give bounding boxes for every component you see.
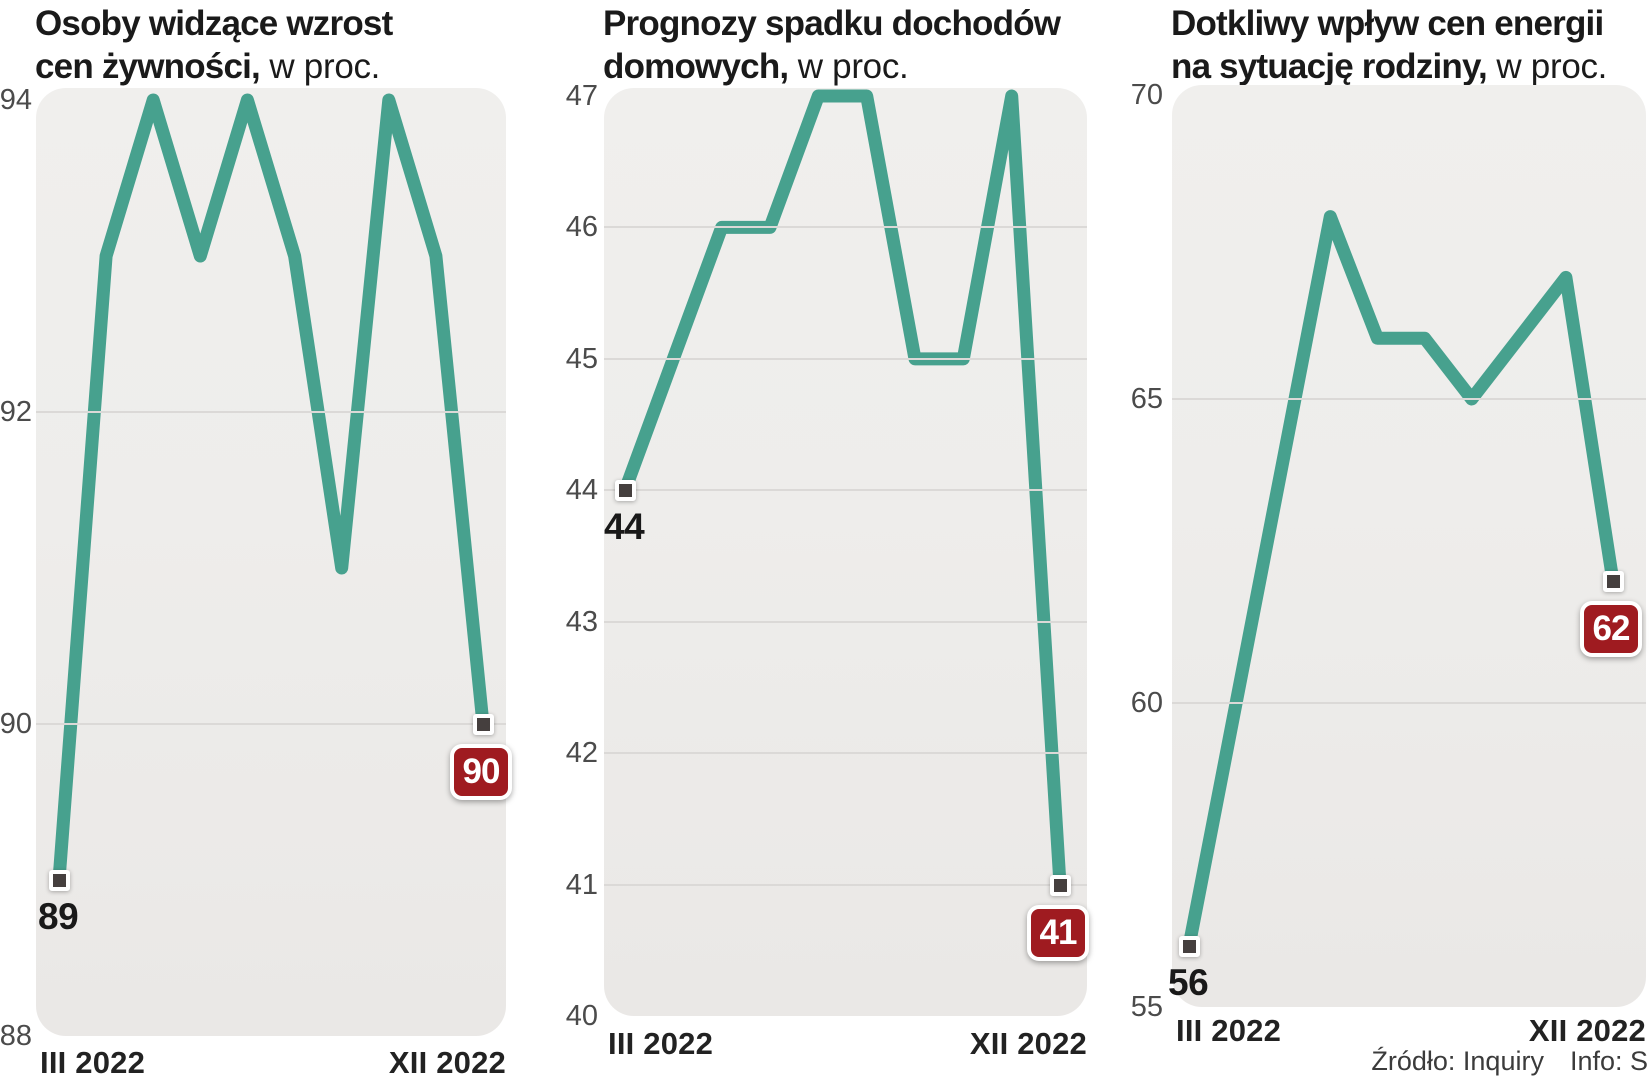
y-axis-tick-label: 45	[565, 342, 598, 375]
source-text: Źródło: Inquiry	[1371, 1046, 1544, 1076]
chart-title-unit: w proc.	[788, 47, 909, 86]
y-axis-tick-label: 94	[0, 84, 32, 116]
chart-title: Osoby widzące wzrost cen żywności, w pro…	[35, 2, 393, 88]
gridline	[36, 723, 506, 725]
x-axis-label-end: XII 2022	[1528, 1013, 1646, 1048]
data-point-marker-start	[615, 480, 636, 502]
gridline	[604, 357, 1087, 360]
x-axis-label-start: III 2022	[40, 1045, 146, 1080]
gridline	[604, 883, 1087, 886]
plot-area	[1172, 85, 1646, 1007]
y-axis-tick-label: 42	[565, 737, 598, 770]
line-series	[618, 89, 1067, 892]
y-axis-tick-label: 65	[1130, 383, 1163, 415]
chart-title: Dotkliwy wpływ cen energii na sytuację r…	[1171, 2, 1607, 88]
end-value-badge: 62	[1580, 601, 1642, 658]
gridline	[604, 489, 1087, 492]
gridline	[36, 411, 506, 413]
chart-title-unit: w proc.	[1486, 47, 1608, 86]
x-axis-label-start: III 2022	[608, 1026, 714, 1061]
start-value-label: 44	[604, 506, 645, 548]
chart-title-line2: cen żywności,	[35, 47, 261, 86]
y-axis-tick-label: 60	[1130, 687, 1163, 719]
y-axis-tick-label: 90	[0, 708, 32, 740]
end-value-badge: 90	[450, 744, 512, 800]
y-axis-tick-label: 88	[0, 1020, 32, 1052]
data-point-marker-end	[1050, 874, 1071, 896]
gridline	[604, 226, 1087, 229]
y-axis-tick-label: 44	[565, 474, 598, 507]
y-axis-tick-label: 92	[0, 396, 32, 428]
chart-title-line2: na sytuację rodziny,	[1171, 47, 1488, 86]
line-series-path	[1182, 210, 1620, 953]
plot-area	[36, 88, 506, 1036]
info-text: Info: S	[1569, 1046, 1648, 1076]
y-axis-tick-label: 41	[565, 868, 598, 901]
x-axis-label-end: XII 2022	[969, 1026, 1087, 1061]
y-axis-tick-label: 46	[565, 211, 598, 244]
y-axis-tick-label: 70	[1130, 79, 1163, 111]
chart-title-line2: domowych,	[603, 47, 789, 86]
y-axis-tick-label: 47	[565, 80, 598, 112]
gridline	[604, 620, 1087, 623]
y-axis-tick-label: 40	[565, 1000, 598, 1032]
source-credit: Źródło: Inquiry Info: S	[1371, 1046, 1648, 1077]
start-value-label: 56	[1168, 962, 1209, 1004]
line-series-path	[52, 93, 490, 887]
chart-title-unit: w proc.	[259, 47, 381, 86]
data-point-marker-start	[49, 870, 70, 891]
y-axis-tick-label: 55	[1130, 991, 1163, 1023]
gridline	[1172, 398, 1646, 400]
x-axis-label-end: XII 2022	[388, 1045, 506, 1080]
x-axis-label-start: III 2022	[1176, 1013, 1282, 1048]
line-series-path	[618, 89, 1067, 892]
data-point-marker-start	[1179, 936, 1200, 958]
data-point-marker-end	[1603, 571, 1624, 593]
gridline	[604, 752, 1087, 755]
line-series	[1182, 210, 1620, 953]
y-axis-tick-label: 43	[565, 605, 598, 638]
chart-title-line1: Osoby widzące wzrost	[35, 4, 393, 43]
gridline	[1172, 702, 1646, 704]
line-series	[52, 93, 490, 887]
chart-title-line1: Dotkliwy wpływ cen energii	[1171, 4, 1604, 43]
chart-title: Prognozy spadku dochodów domowych, w pro…	[603, 2, 1061, 88]
end-value-badge: 41	[1027, 904, 1089, 961]
data-point-marker-end	[473, 714, 494, 735]
plot-area	[604, 88, 1087, 1016]
start-value-label: 89	[38, 896, 79, 937]
chart-title-line1: Prognozy spadku dochodów	[603, 4, 1061, 43]
